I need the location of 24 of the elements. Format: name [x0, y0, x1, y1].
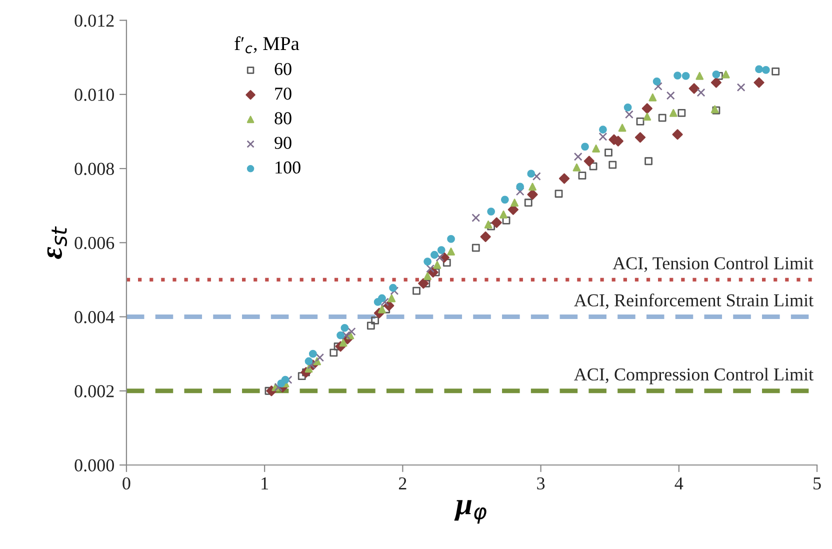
ref-line-label: ACI, Reinforcement Strain Limit — [574, 294, 814, 310]
x-tick-label: 5 — [814, 478, 821, 490]
legend-label: 60 — [274, 62, 292, 76]
x-tick-label: 2 — [398, 477, 406, 490]
x-tick-label: 4 — [674, 477, 684, 490]
legend-label: 80 — [274, 112, 292, 124]
y-axis-title: ε$_{st}$ — [47, 226, 68, 259]
y-tick-label: 0.012 — [74, 14, 114, 27]
legend-label: 70 — [275, 88, 292, 100]
y-tick-label: 0.002 — [74, 385, 114, 398]
x-axis-title: μ$_{φ}$ — [454, 500, 486, 524]
x-tick-label: 3 — [537, 477, 545, 490]
legend-label: 90 — [274, 136, 292, 149]
y-tick-label: 0.000 — [74, 459, 114, 472]
y-tick-label: 0.006 — [74, 236, 114, 250]
y-tick-label: 0.010 — [74, 88, 114, 101]
y-tick-label: 0.004 — [74, 311, 114, 324]
ref-line-label: ACI, Tension Control Limit — [612, 256, 814, 272]
legend-title: f′$_{c}$, MPa — [234, 36, 300, 54]
x-tick-label: 1 — [262, 477, 268, 490]
y-tick-label: 0.008 — [74, 162, 114, 176]
legend-label: 100 — [276, 161, 300, 174]
x-tick-label: 0 — [122, 477, 130, 490]
ref-line-label: ACI, Compression Control Limit — [574, 368, 814, 384]
